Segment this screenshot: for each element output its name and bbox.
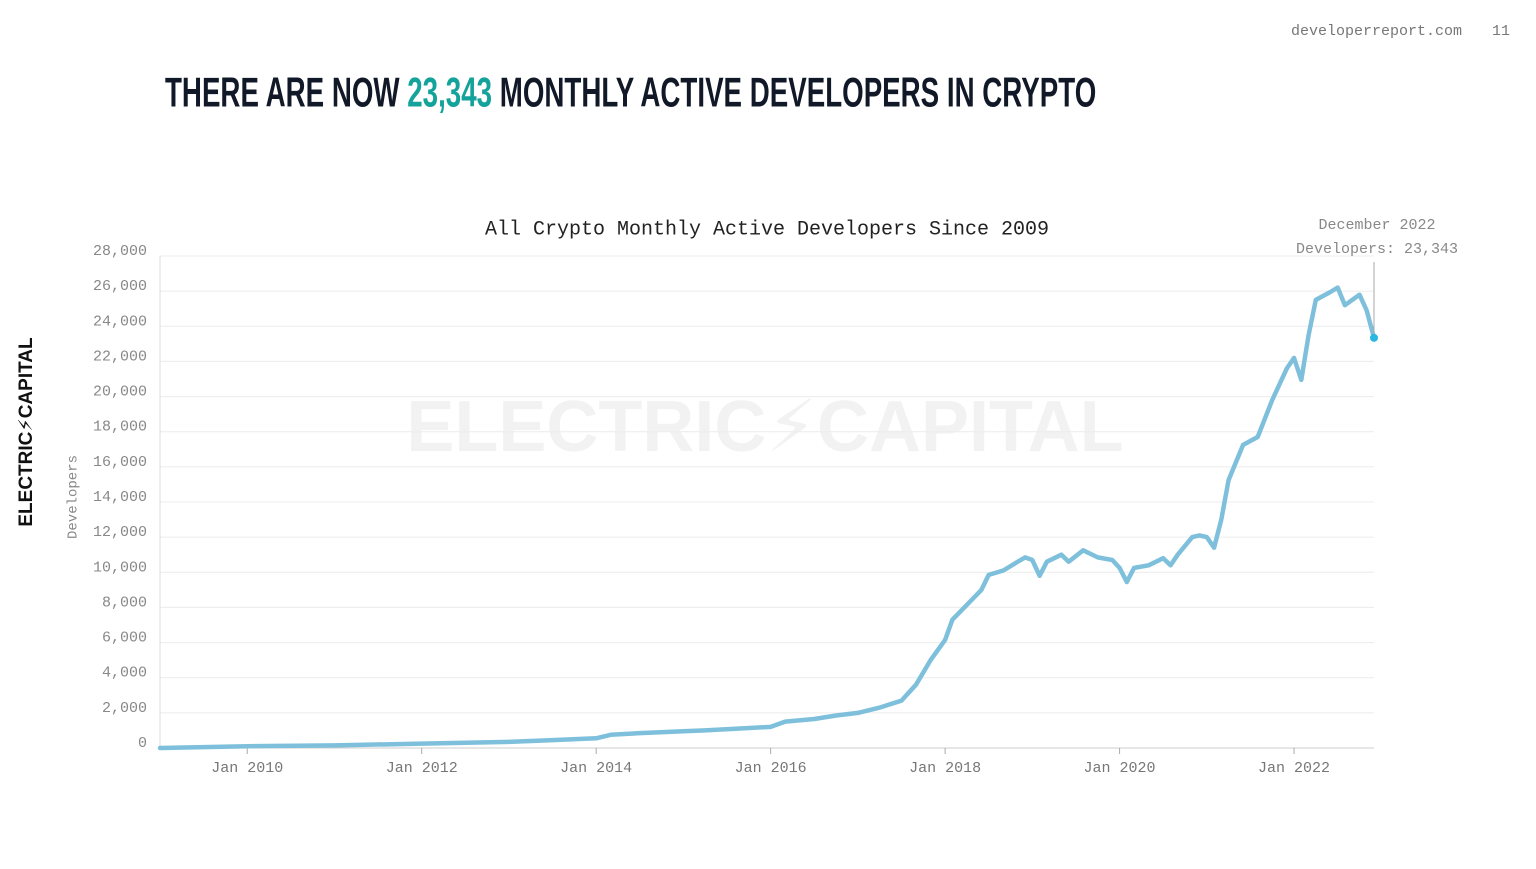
chart-title: All Crypto Monthly Active Developers Sin… — [485, 218, 1049, 241]
y-tick-label: 4,000 — [102, 665, 147, 682]
y-tick-label: 26,000 — [93, 278, 147, 295]
y-tick-label: 10,000 — [93, 559, 147, 576]
headline-highlight: 23,343 — [407, 69, 492, 116]
x-tick-label: Jan 2016 — [735, 760, 807, 777]
y-tick-label: 16,000 — [93, 454, 147, 471]
x-tick-label: Jan 2022 — [1258, 760, 1330, 777]
y-tick-label: 24,000 — [93, 313, 147, 330]
y-tick-label: 12,000 — [93, 524, 147, 541]
x-tick-label: Jan 2018 — [909, 760, 981, 777]
y-tick-label: 20,000 — [93, 384, 147, 401]
annotation-dot — [1370, 333, 1378, 342]
x-tick-label: Jan 2010 — [211, 760, 283, 777]
y-tick-label: 6,000 — [102, 630, 147, 647]
annotation-title: December 2022 — [1318, 217, 1435, 234]
logo: ELECTRIC⚡CAPITAL — [16, 337, 37, 527]
headline: THERE ARE NOW 23,343 MONTHLY ACTIVE DEVE… — [165, 69, 1096, 116]
y-axis-label: Developers — [66, 455, 82, 539]
page-number: 11 — [1492, 23, 1510, 40]
x-tick-label: Jan 2014 — [560, 760, 632, 777]
watermark: ELECTRIC⚡CAPITAL — [406, 387, 1123, 467]
y-tick-label: 22,000 — [93, 348, 147, 365]
x-tick-label: Jan 2020 — [1084, 760, 1156, 777]
annotation-label: Developers: 23,343 — [1296, 241, 1458, 258]
y-tick-label: 28,000 — [93, 243, 147, 260]
y-tick-label: 2,000 — [102, 700, 147, 717]
x-tick-label: Jan 2012 — [386, 760, 458, 777]
y-tick-label: 14,000 — [93, 489, 147, 506]
headline-text: THERE ARE NOW 23,343 MONTHLY ACTIVE DEVE… — [165, 69, 1096, 116]
y-tick-label: 0 — [138, 735, 147, 752]
headline-before: THERE ARE NOW — [165, 69, 400, 116]
y-tick-label: 18,000 — [93, 419, 147, 436]
y-tick-label: 8,000 — [102, 594, 147, 611]
data-line — [157, 285, 1377, 751]
headline-after: MONTHLY ACTIVE DEVELOPERS IN CRYPTO — [500, 69, 1097, 116]
site-url: developerreport.com — [1291, 23, 1462, 40]
